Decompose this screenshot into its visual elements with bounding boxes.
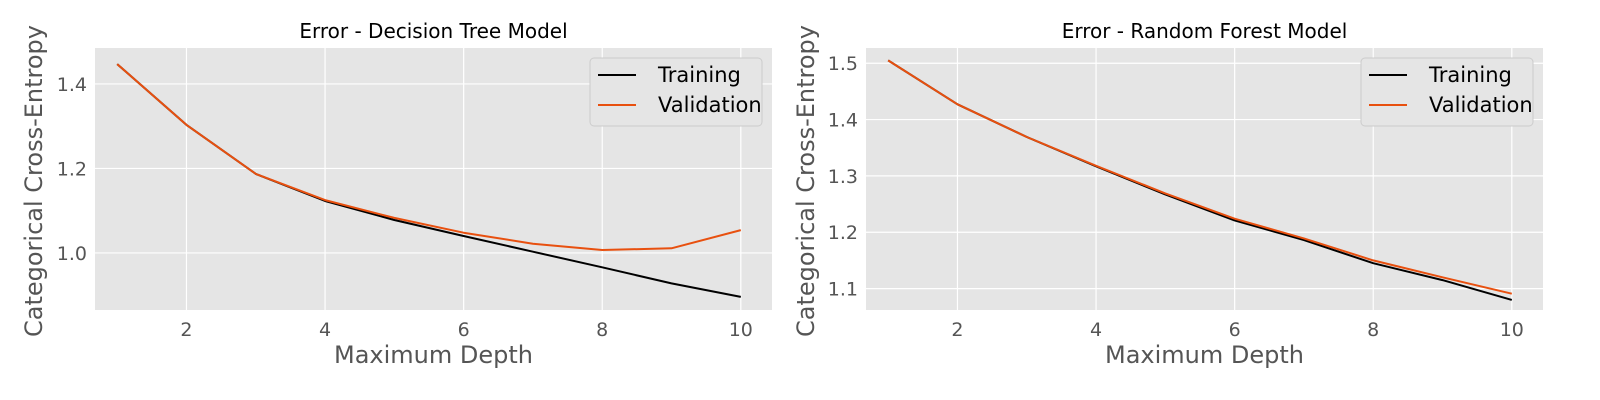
y-tick-label: 1.0	[57, 243, 87, 265]
y-tick-label: 1.2	[828, 222, 858, 244]
chart-title: Error - Random Forest Model	[1062, 19, 1348, 43]
y-tick-label: 1.2	[57, 158, 87, 180]
x-tick-label: 10	[1500, 319, 1524, 341]
y-axis-label: Categorical Cross-Entropy	[20, 25, 48, 337]
legend-label-training: Training	[1428, 63, 1512, 87]
y-tick-label: 1.1	[828, 279, 858, 301]
y-tick-label: 1.4	[57, 74, 87, 96]
legend-label-validation: Validation	[658, 93, 762, 117]
x-tick-label: 2	[951, 319, 963, 341]
chart-panel-2: 2 4 6 8 10 1.1 1.2 1.3 1.4 1.5 Error - Random Fore…	[792, 19, 1543, 369]
x-tick-label: 6	[1229, 319, 1241, 341]
legend: Training Validation	[1360, 57, 1534, 127]
x-tick-label: 6	[458, 319, 470, 341]
y-tick-label: 1.4	[828, 110, 858, 132]
x-tick-label: 8	[1367, 319, 1379, 341]
x-axis-label: Maximum Depth	[1105, 341, 1304, 369]
y-tick-label: 1.5	[828, 53, 858, 75]
x-tick-label: 4	[1090, 319, 1102, 341]
x-axis-label: Maximum Depth	[334, 341, 533, 369]
y-tick-label: 1.3	[828, 166, 858, 188]
x-tick-label: 2	[180, 319, 192, 341]
x-tick-label: 10	[729, 319, 753, 341]
series-line-validation	[887, 59, 1513, 295]
legend: Training Validation	[589, 57, 763, 127]
chart-title: Error - Decision Tree Model	[299, 19, 567, 43]
x-tick-label: 8	[596, 319, 608, 341]
legend-label-training: Training	[657, 63, 741, 87]
legend-label-validation: Validation	[1429, 93, 1533, 117]
x-tick-label: 4	[319, 319, 331, 341]
series-line-validation	[116, 63, 742, 251]
y-axis-label: Categorical Cross-Entropy	[792, 25, 820, 337]
chart-panel-1: 2 4 6 8 10 1.0 1.2 1.4 Error - Decision Tree Mod…	[20, 19, 772, 369]
